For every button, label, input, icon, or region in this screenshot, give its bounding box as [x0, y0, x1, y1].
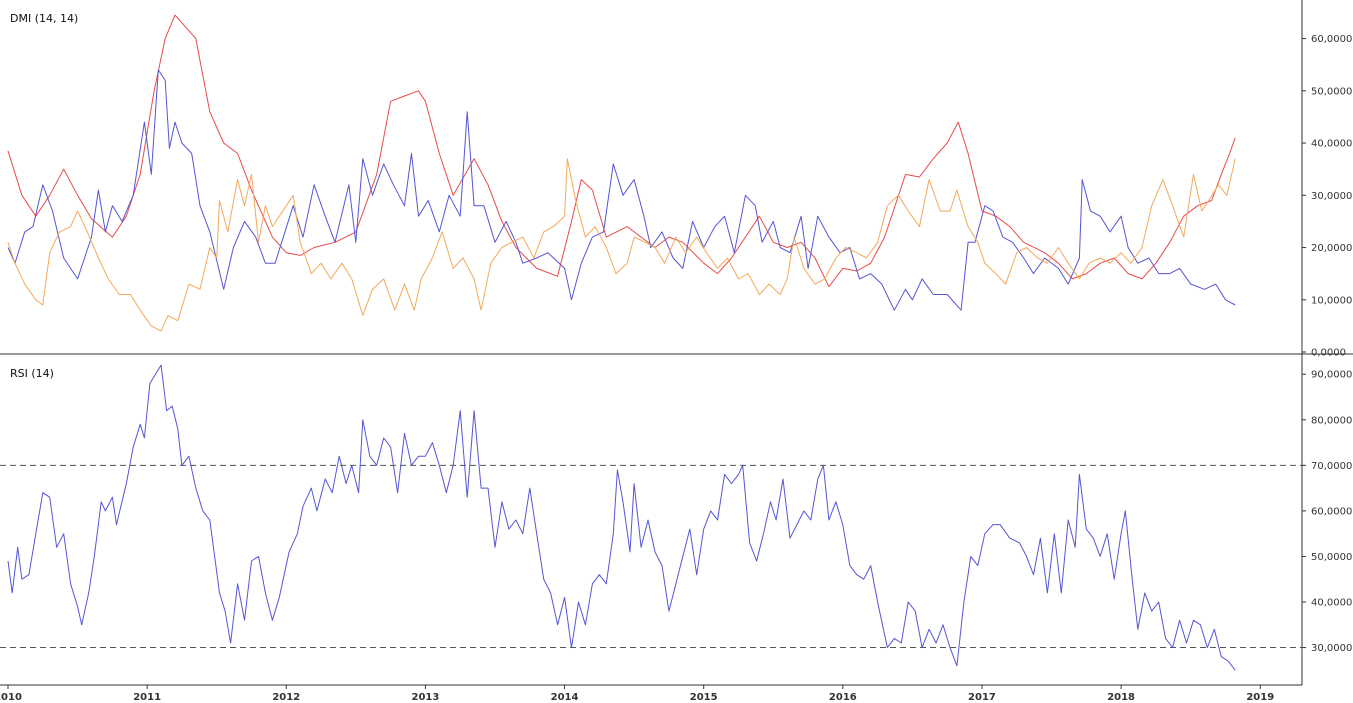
rsi-y-tick-label: 40,0000	[1311, 598, 1352, 609]
rsi-y-tick-label: 90,0000	[1311, 370, 1352, 381]
dmi-y-tick-label: 0,0000	[1311, 348, 1346, 359]
rsi-y-tick-label: 50,0000	[1311, 552, 1352, 563]
dmi-panel: DMI (14, 14) 0,0000 10,0000 20,0000 30,0000…	[7, 12, 1352, 359]
dmi-panel-title: DMI (14, 14)	[10, 12, 78, 25]
dmi-y-tick-label: 50,0000	[1311, 86, 1352, 97]
x-tick-label: 2016	[829, 692, 857, 703]
rsi-y-tick-label: 80,0000	[1311, 415, 1352, 426]
dmi-y-tick-label: 40,0000	[1311, 139, 1352, 150]
x-tick-label: 2012	[272, 692, 300, 703]
dmi-y-axis-ticks: 0,0000 10,0000 20,0000 30,0000 40,0000 50,000…	[1302, 34, 1352, 359]
dmi-series-line-2	[7, 158, 1236, 332]
rsi-series-group	[7, 364, 1236, 671]
x-tick-label: 2019	[1246, 692, 1274, 703]
rsi-series-line-0	[7, 364, 1236, 671]
rsi-panel-title: RSI (14)	[10, 367, 54, 380]
dmi-y-tick-label: 30,0000	[1311, 191, 1352, 202]
x-tick-label: 2011	[133, 692, 161, 703]
rsi-y-axis-ticks: 30,0000 40,0000 50,0000 60,0000 70,0000 80,00…	[1302, 370, 1352, 654]
rsi-reference-lines	[0, 464, 1302, 649]
dmi-y-tick-label: 60,0000	[1311, 34, 1352, 45]
x-tick-label: 2013	[411, 692, 439, 703]
dmi-series-line-1	[7, 69, 1236, 311]
rsi-y-tick-label: 30,0000	[1311, 643, 1352, 654]
x-tick-label: 2018	[1107, 692, 1135, 703]
x-axis-ticks: 2010 2011 2012 2013 2014 2015 2016 2017 2018 2019	[0, 685, 1274, 703]
x-tick-label: 2010	[0, 692, 22, 703]
x-tick-label: 2014	[551, 692, 579, 703]
rsi-y-tick-label: 60,0000	[1311, 506, 1352, 517]
rsi-y-tick-label: 70,0000	[1311, 461, 1352, 472]
rsi-panel: RSI (14) 30,0000 40,0000 50,0000 60,0000 70,…	[0, 364, 1352, 671]
dmi-y-tick-label: 10,0000	[1311, 295, 1352, 306]
dmi-series-line-0	[7, 14, 1236, 288]
dmi-series-group	[7, 14, 1236, 332]
dmi-y-tick-label: 20,0000	[1311, 243, 1352, 254]
x-tick-label: 2015	[690, 692, 718, 703]
x-tick-label: 2017	[968, 692, 996, 703]
